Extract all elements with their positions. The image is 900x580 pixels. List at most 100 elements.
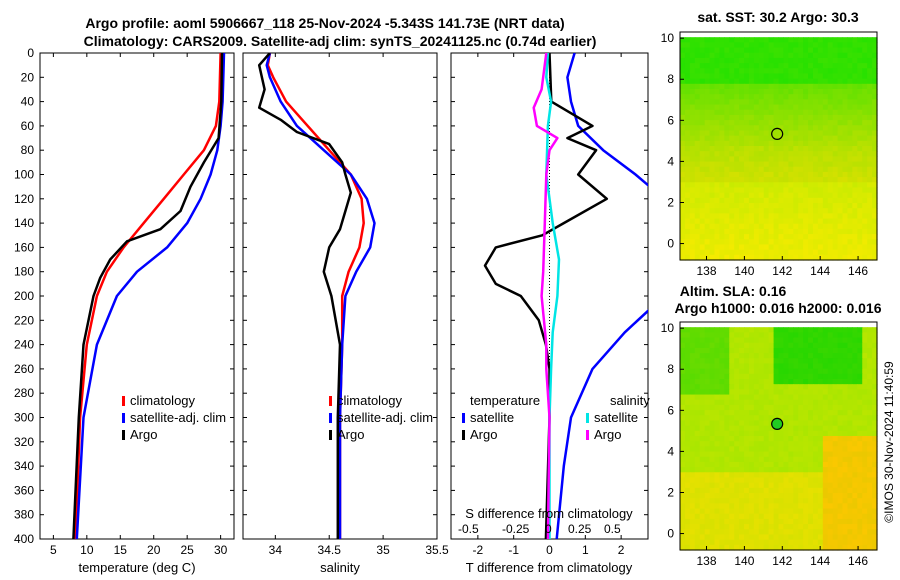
map-cell — [778, 373, 785, 380]
map-cell — [847, 399, 853, 406]
map-cell — [699, 451, 706, 458]
map-cell — [689, 487, 696, 494]
map-cell — [788, 57, 794, 64]
map-cell — [852, 327, 858, 333]
map-cell — [773, 73, 780, 80]
map-cell — [680, 218, 686, 225]
map-cell — [734, 467, 740, 473]
map-cell — [704, 342, 711, 349]
map-cell — [704, 493, 711, 499]
map-cell — [758, 461, 765, 468]
map-cell — [704, 456, 711, 463]
legend-climatology: climatology — [130, 393, 196, 408]
map-cell — [729, 446, 735, 453]
map-cell — [788, 104, 794, 111]
map-cell — [734, 544, 740, 551]
map-cell — [729, 368, 735, 375]
map-cell — [798, 472, 804, 479]
map-cell — [744, 78, 750, 85]
map-cell — [689, 120, 696, 126]
map-cell — [812, 254, 819, 261]
map-cell — [832, 384, 839, 390]
map-cell — [788, 482, 794, 489]
map-cell — [847, 68, 853, 75]
map-cell — [798, 456, 804, 463]
map-cell — [748, 208, 755, 214]
map-cell — [837, 389, 844, 396]
map-cell — [798, 208, 804, 214]
map-cell — [719, 358, 725, 365]
map-cell — [822, 182, 829, 189]
map-cell — [822, 358, 829, 365]
map-cell — [724, 130, 730, 137]
map-cell — [832, 539, 839, 546]
map-cell — [773, 42, 780, 49]
map-cell — [744, 73, 750, 80]
map-cell — [803, 539, 809, 546]
map-cell — [724, 529, 730, 536]
map-cell — [783, 182, 789, 189]
map-cell — [714, 410, 720, 416]
map-cell — [694, 415, 701, 422]
map-cell — [798, 347, 804, 354]
map-cell — [729, 487, 735, 494]
map-cell — [704, 249, 711, 256]
map-cell — [798, 203, 804, 209]
map-cell — [817, 213, 824, 220]
map-cell — [832, 120, 839, 126]
lon-tick-label: 144 — [810, 554, 830, 568]
map-cell — [748, 342, 755, 349]
map-cell — [862, 182, 868, 189]
map-cell — [689, 353, 696, 359]
map-cell — [724, 493, 730, 499]
map-cell — [788, 42, 794, 49]
map-cell — [862, 394, 868, 401]
map-cell — [729, 467, 735, 473]
map-cell — [758, 353, 765, 359]
map-cell — [817, 140, 824, 147]
map-cell — [857, 461, 863, 468]
map-cell — [867, 234, 873, 240]
map-cell — [808, 539, 814, 546]
map-cell — [862, 223, 868, 230]
map-cell — [773, 529, 780, 536]
map-cell — [837, 322, 844, 328]
map-cell — [758, 327, 765, 333]
map-cell — [744, 379, 750, 385]
map-cell — [827, 192, 834, 199]
map-cell — [812, 135, 819, 142]
map-cell — [857, 332, 863, 339]
map-cell — [684, 456, 691, 463]
map-cell — [714, 249, 720, 256]
map-cell — [827, 120, 834, 126]
map-cell — [783, 420, 789, 427]
map-cell — [812, 493, 819, 499]
map-cell — [680, 436, 686, 442]
map-cell — [680, 42, 686, 49]
map-cell — [842, 171, 849, 178]
map-cell — [832, 347, 839, 354]
map-cell — [852, 182, 858, 189]
map-cell — [803, 239, 809, 246]
map-cell — [822, 493, 829, 499]
map-cell — [812, 94, 819, 100]
map-cell — [788, 218, 794, 225]
map-cell — [793, 52, 799, 59]
imos-watermark: ©IMOS 30-Nov-2024 11:40:59 — [882, 361, 896, 523]
map-cell — [763, 436, 770, 442]
map-cell — [680, 347, 686, 354]
map-cell — [867, 114, 873, 121]
map-cell — [783, 337, 789, 344]
map-cell — [758, 394, 765, 401]
map-cell — [739, 544, 745, 551]
map-cell — [748, 544, 755, 551]
map-cell — [812, 446, 819, 453]
map-cell — [699, 78, 706, 85]
map-cell — [798, 254, 804, 261]
map-cell — [808, 254, 814, 261]
series-climatology — [74, 53, 222, 539]
map-cell — [689, 140, 696, 147]
map-cell — [842, 114, 849, 121]
x-tick-label: 10 — [80, 543, 94, 557]
map-cell — [862, 487, 868, 494]
